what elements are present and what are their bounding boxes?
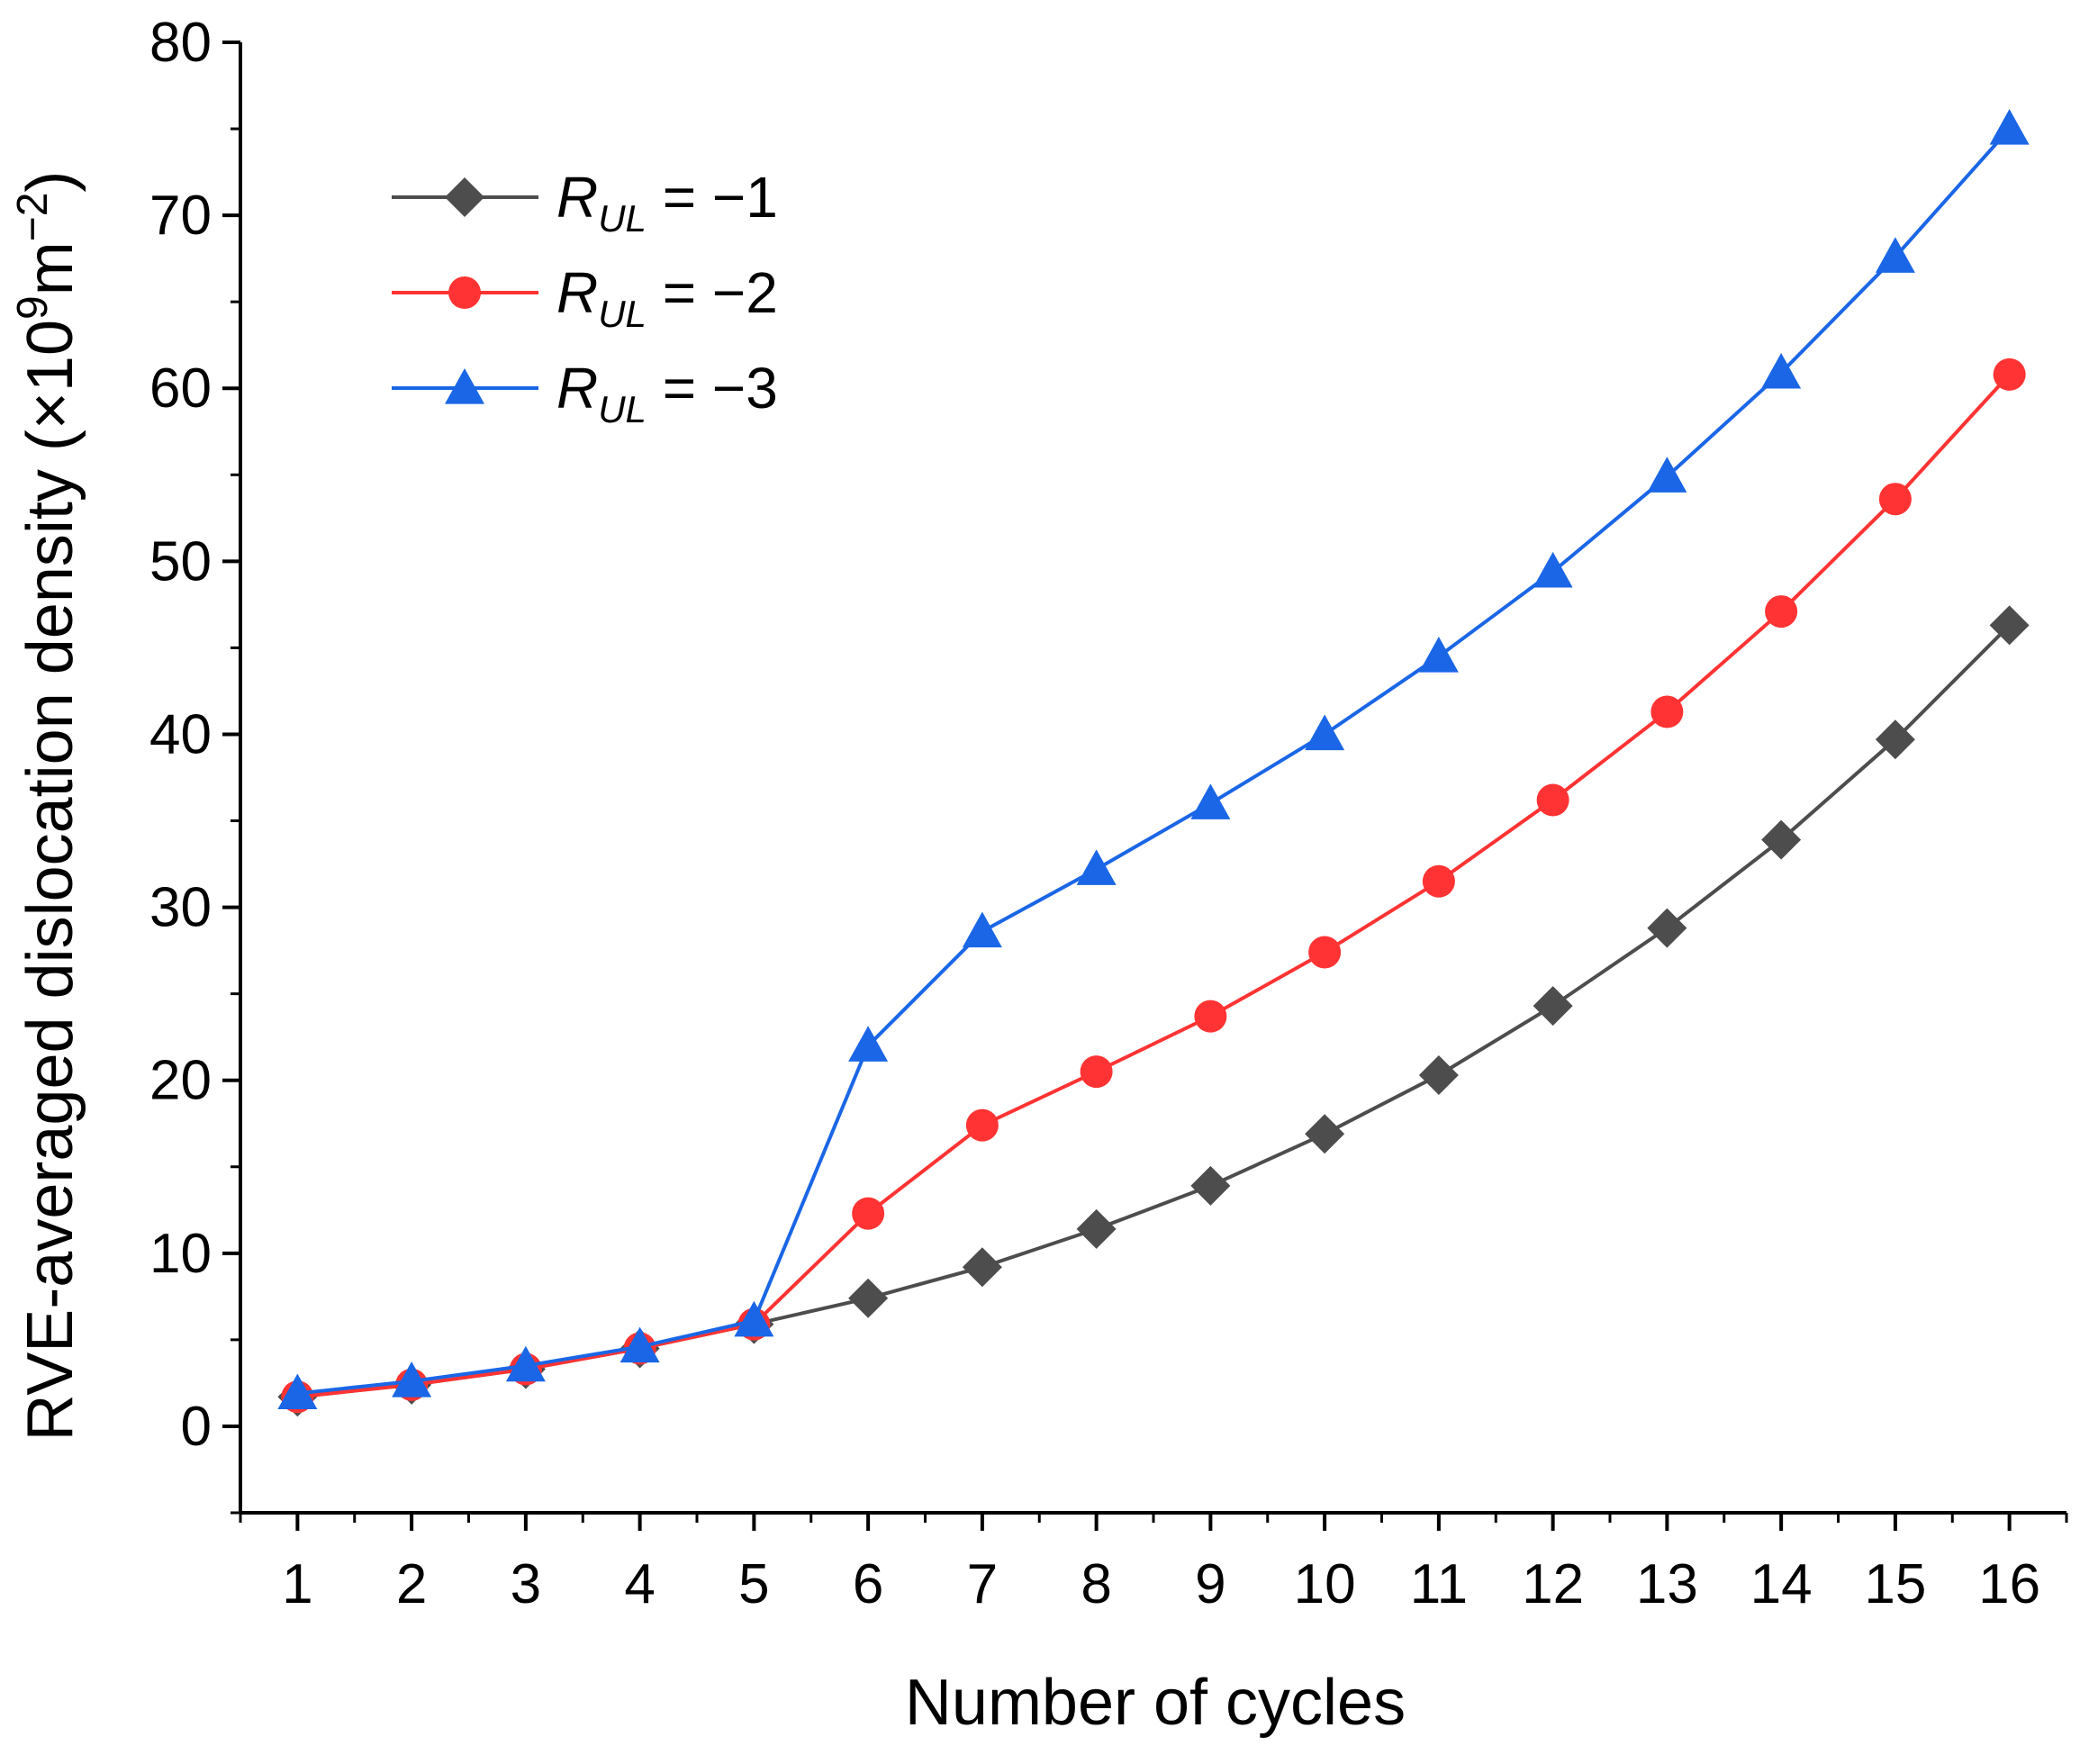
data-point [1650, 695, 1684, 728]
legend-label: RUL = −2 [556, 260, 778, 335]
x-tick-label: 12 [1522, 1553, 1584, 1615]
y-axis-title-unit: m [14, 241, 86, 295]
legend-label-subscript: UL [598, 197, 647, 240]
data-point [1647, 908, 1687, 948]
legend-label-symbol: R [556, 356, 598, 421]
x-tick-label: 10 [1294, 1553, 1356, 1615]
data-point [1308, 936, 1342, 969]
x-tick-label: 8 [1081, 1553, 1111, 1615]
legend-label-value: = −2 [647, 260, 778, 325]
data-point [962, 911, 1002, 948]
data-point [392, 1361, 432, 1398]
data-point [1761, 819, 1802, 860]
data-point [1418, 637, 1459, 673]
legend-label-subscript: UL [598, 388, 647, 430]
x-tick-label: 11 [1410, 1553, 1468, 1615]
data-point [1875, 237, 1915, 273]
x-tick-label: 6 [853, 1553, 883, 1615]
x-tick-label: 14 [1750, 1553, 1813, 1615]
y-tick-label: 20 [149, 1050, 212, 1112]
data-point [962, 1247, 1002, 1288]
data-point [848, 1278, 889, 1318]
data-point [1194, 1000, 1227, 1033]
data-point [1305, 714, 1345, 751]
data-point [1765, 595, 1798, 629]
legend-label-value: = −1 [647, 165, 778, 230]
y-tick-label: 30 [149, 877, 212, 939]
data-point [505, 1345, 546, 1382]
series-2 [281, 357, 2026, 1414]
legend-label-symbol: R [556, 165, 598, 230]
data-point [1536, 783, 1569, 817]
y-axis-title-prefix: RVE-averaged dislocation density (×10 [14, 320, 86, 1441]
legend-item-3: RUL = −3 [392, 356, 778, 430]
y-tick-label: 10 [149, 1223, 212, 1285]
x-tick-label: 2 [396, 1553, 427, 1615]
data-point [1993, 357, 2026, 391]
legend-label-subscript: UL [598, 293, 647, 335]
data-point [1190, 1165, 1231, 1206]
y-tick-label: 0 [181, 1396, 212, 1458]
data-point [965, 1108, 999, 1142]
x-tick-label: 7 [967, 1553, 998, 1615]
data-point [277, 1373, 318, 1410]
data-point [1418, 1054, 1459, 1095]
y-tick-label: 40 [149, 703, 212, 765]
data-point [1647, 457, 1687, 493]
data-point [1076, 849, 1117, 885]
y-tick-label: 80 [149, 12, 212, 74]
x-tick-label: 16 [1978, 1553, 2040, 1615]
y-axis-title-suffix: ) [14, 171, 86, 193]
series-line [297, 373, 2012, 1399]
legend-label: RUL = −1 [556, 165, 778, 240]
legend-label: RUL = −3 [556, 356, 778, 430]
x-tick-label: 15 [1864, 1553, 1926, 1615]
y-axis-title-exp2: −2 [9, 193, 57, 242]
y-tick-label: 60 [149, 357, 212, 420]
data-point [1878, 483, 1912, 516]
data-point [1989, 109, 2030, 145]
y-axis-title: RVE-averaged dislocation density (×109m−… [9, 171, 86, 1442]
data-point [1875, 719, 1915, 760]
x-tick-label: 9 [1195, 1553, 1225, 1615]
series-3 [277, 109, 2030, 1410]
data-point [1080, 1055, 1113, 1089]
data-point [1422, 864, 1455, 898]
legend-marker [445, 177, 484, 217]
x-tick-label: 4 [624, 1553, 655, 1615]
legend-item-1: RUL = −1 [392, 165, 778, 240]
y-tick-label: 50 [149, 530, 212, 593]
legend-label-value: = −3 [647, 356, 778, 421]
data-point [848, 1026, 889, 1062]
x-tick-label: 1 [282, 1553, 312, 1615]
data-point [1076, 1208, 1117, 1249]
legend-marker [445, 368, 484, 404]
legend-marker [448, 276, 481, 309]
data-point [734, 1300, 774, 1337]
series-line [297, 127, 2012, 1396]
x-tick-label: 5 [738, 1553, 769, 1615]
y-tick-label: 70 [149, 185, 212, 247]
series-line [297, 624, 2012, 1399]
legend-label-symbol: R [556, 260, 598, 325]
y-axis-title-exp1: 9 [9, 295, 57, 320]
data-point [1989, 605, 2030, 646]
data-point [619, 1326, 660, 1363]
data-point [1761, 352, 1802, 389]
x-tick-label: 3 [511, 1553, 541, 1615]
x-axis-title: Number of cycles [905, 1667, 1406, 1739]
data-point [1190, 783, 1231, 819]
series-1 [277, 605, 2030, 1417]
data-point [1305, 1114, 1345, 1154]
data-point [1533, 551, 1573, 588]
legend-item-2: RUL = −2 [392, 260, 778, 335]
data-point [1533, 986, 1573, 1027]
x-tick-label: 13 [1636, 1553, 1698, 1615]
series-layer [277, 109, 2030, 1417]
data-point [852, 1197, 885, 1230]
